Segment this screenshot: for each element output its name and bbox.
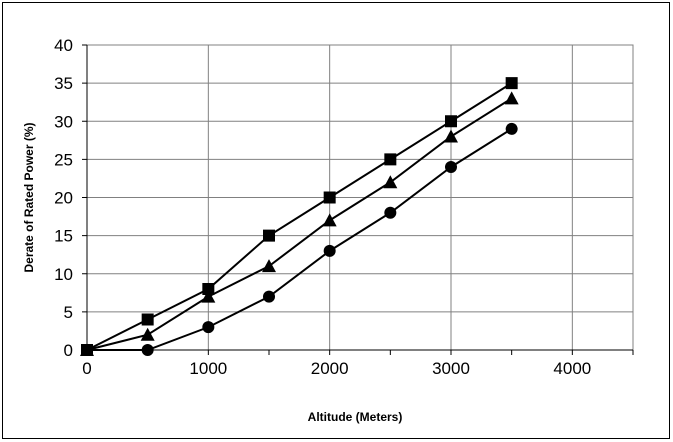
square-marker	[202, 283, 215, 295]
y-tick-label: 25	[54, 150, 73, 169]
triangle-marker	[140, 327, 155, 341]
x-tick-label: 1000	[189, 359, 227, 378]
triangle-marker	[383, 175, 398, 189]
circle-marker	[81, 344, 93, 356]
x-axis-title: Altitude (Meters)	[308, 410, 403, 424]
y-tick-label: 30	[54, 112, 73, 131]
y-tick-label: 35	[54, 74, 73, 93]
triangle-marker	[444, 129, 458, 143]
square-marker	[505, 77, 518, 90]
square-marker	[141, 313, 154, 326]
circle-marker	[323, 244, 336, 257]
x-tick-label: 3000	[432, 359, 470, 378]
square-marker	[445, 115, 457, 128]
x-tick-label: 0	[82, 359, 91, 378]
y-tick-label: 10	[54, 265, 73, 284]
square-marker	[384, 153, 397, 166]
series-line-triangle	[86, 97, 513, 351]
square-marker	[263, 229, 275, 242]
y-tick-label: 40	[54, 36, 73, 55]
series-line-circle	[87, 128, 513, 351]
triangle-marker	[262, 259, 276, 273]
axis-ticks: 0 5 10 15 20 25 30 35 40 0 1000 2000 3000 4000	[54, 36, 634, 378]
y-tick-label: 20	[54, 189, 73, 208]
triangle-marker	[322, 213, 337, 227]
circle-marker	[384, 206, 397, 219]
series-markers	[80, 77, 519, 356]
series-line-square	[86, 82, 513, 351]
gridlines	[87, 44, 633, 350]
square-marker	[323, 191, 336, 204]
triangle-marker	[201, 289, 216, 303]
triangle-marker	[504, 91, 519, 105]
circle-marker	[445, 161, 457, 173]
series-lines	[86, 82, 513, 351]
y-tick-label: 15	[54, 227, 73, 246]
x-tick-label: 2000	[311, 359, 349, 378]
circle-marker	[141, 344, 154, 356]
circle-marker	[202, 321, 215, 334]
x-tick-label: 4000	[553, 359, 591, 378]
circle-marker	[505, 122, 518, 135]
y-tick-label: 0	[64, 341, 73, 360]
circle-marker	[263, 290, 275, 303]
y-axis-title: Derate of Rated Power (%)	[22, 122, 36, 272]
y-tick-label: 5	[64, 303, 73, 322]
